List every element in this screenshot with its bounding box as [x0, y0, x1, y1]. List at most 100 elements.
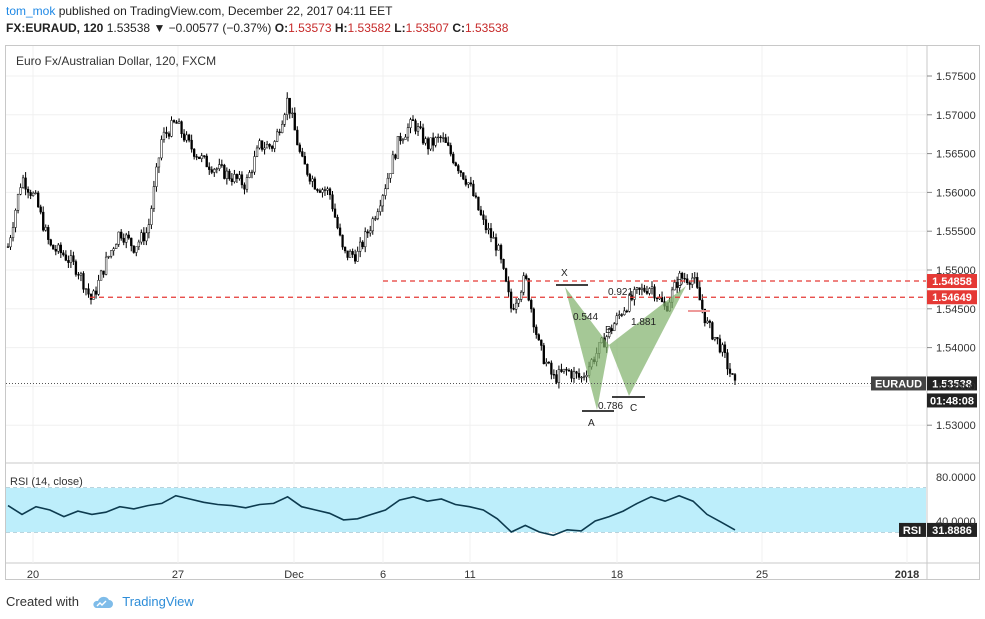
candle-body — [640, 287, 644, 290]
candle-body — [575, 371, 578, 374]
candle-body — [32, 192, 35, 196]
current-price-tag: 1.53538 — [932, 378, 972, 390]
harmonic-pattern[interactable]: X A B C D 0.921 0.544 0.786 1.881 — [556, 268, 710, 429]
price-tick-label: 1.56000 — [936, 187, 976, 199]
candle-body — [718, 338, 722, 353]
time-tick-label: 2018 — [895, 569, 919, 581]
candle-body — [454, 162, 457, 166]
publish-info: tom_mok published on TradingView.com, De… — [6, 4, 392, 18]
candle-body — [406, 127, 410, 138]
candle-body — [391, 154, 395, 174]
price-levels[interactable]: 1.54858 1.54649 EURAUD 1.53538 01:48:08 RSI 31… — [6, 274, 977, 537]
candle-body — [494, 237, 498, 251]
candle-body — [318, 190, 322, 193]
candle-body — [112, 248, 115, 251]
candle-body — [540, 339, 543, 346]
candle-body — [205, 155, 208, 168]
label-x: X — [561, 268, 568, 279]
candle-body — [374, 218, 377, 220]
candle-body — [492, 237, 495, 239]
close-label: C: — [452, 21, 465, 35]
rsi-tick-label: 80.0000 — [936, 472, 976, 484]
candle-body — [650, 286, 654, 289]
candle-body — [706, 320, 709, 324]
tradingview-cloud-icon — [92, 596, 113, 608]
candle-body — [434, 137, 437, 146]
candle-body — [200, 155, 203, 159]
candle-body — [570, 370, 573, 379]
candle-body — [527, 278, 530, 301]
candle-body — [44, 227, 47, 231]
candle-body — [731, 373, 734, 375]
candle-body — [97, 280, 100, 295]
candle-body — [728, 368, 732, 374]
candle-body — [615, 315, 618, 325]
candle-body — [426, 138, 430, 150]
label-d: D — [676, 278, 683, 289]
candle-body — [701, 299, 704, 310]
candle-body — [625, 310, 628, 312]
time-tick-label: Dec — [284, 569, 304, 581]
candle-body — [185, 134, 188, 141]
level1-tag-bg — [927, 274, 977, 289]
candle-body — [49, 239, 52, 246]
candle-body — [286, 97, 289, 115]
candle-body — [127, 234, 130, 239]
candle-body — [452, 153, 455, 163]
rsi-tag: RSI — [903, 525, 921, 537]
candle-body — [120, 231, 123, 239]
candle-body — [167, 133, 171, 137]
candle-body — [384, 188, 387, 196]
candle-body — [479, 209, 483, 216]
candle-body — [386, 177, 390, 189]
candle-body — [608, 328, 611, 337]
candle-body — [416, 126, 420, 132]
candle-body — [457, 165, 460, 172]
candle-body — [62, 252, 65, 256]
last-price: 1.53538 — [106, 21, 151, 35]
candle-body — [326, 188, 329, 191]
candle-body — [311, 178, 314, 182]
candle-body — [208, 166, 211, 170]
time-tick-label: 20 — [27, 569, 39, 581]
current-price-tag-bg — [927, 376, 977, 391]
candle-body — [660, 297, 664, 302]
candle-body — [117, 231, 120, 245]
candle-body — [308, 174, 312, 182]
candle-body — [655, 297, 659, 300]
time-tick-label: 18 — [611, 569, 623, 581]
candle-body — [673, 282, 676, 291]
author-link[interactable]: tom_mok — [6, 4, 56, 18]
open-label: O: — [274, 21, 289, 35]
tradingview-link[interactable]: TradingView — [122, 594, 194, 609]
price-tick-label: 1.56500 — [936, 149, 976, 161]
candle-body — [336, 216, 339, 229]
candle-body — [399, 136, 402, 142]
candle-body — [193, 148, 196, 157]
candle-body — [348, 251, 352, 258]
candle-body — [633, 289, 636, 300]
candle-body — [26, 188, 30, 193]
symbol-label: FX:EURAUD, 120 — [6, 21, 104, 35]
candle-body — [489, 228, 493, 238]
price-change: −0.00577 (−0.37%) — [168, 21, 272, 35]
candle-body — [628, 295, 631, 312]
time-tick-label: 25 — [756, 569, 768, 581]
pattern-xab — [565, 287, 609, 410]
candle-body — [409, 119, 412, 128]
low-label: L: — [394, 21, 406, 35]
publish-text: published on TradingView.com, December 2… — [58, 4, 393, 18]
candle-body — [306, 163, 309, 175]
candle-body — [180, 121, 183, 135]
ratio-bc: 0.786 — [598, 401, 623, 412]
candle-body — [109, 250, 113, 257]
candle-body — [442, 137, 445, 139]
candle-body — [218, 164, 221, 169]
candle-body — [645, 291, 649, 294]
candle-body — [499, 245, 503, 260]
candle-body — [170, 120, 173, 137]
candle-body — [396, 136, 400, 159]
candle-body — [165, 131, 168, 134]
candle-body — [137, 241, 140, 247]
